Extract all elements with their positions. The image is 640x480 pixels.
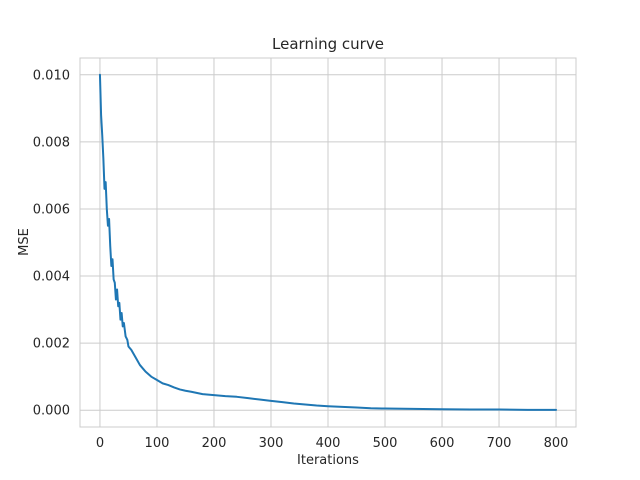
chart-title: Learning curve	[272, 35, 384, 53]
x-tick-label: 600	[430, 436, 455, 451]
x-tick-label: 700	[487, 436, 512, 451]
x-tick-label: 800	[544, 436, 569, 451]
y-tick-label: 0.002	[33, 337, 70, 352]
x-axis-label: Iterations	[297, 453, 359, 468]
x-tick-label: 500	[373, 436, 398, 451]
y-tick-labels: 0.000 0.002 0.004 0.006 0.008 0.010	[33, 68, 70, 418]
x-tick-label: 400	[316, 436, 341, 451]
x-tick-label: 200	[202, 436, 227, 451]
x-tick-label: 300	[259, 436, 284, 451]
series-line-mse	[98, 73, 558, 411]
y-tick-label: 0.004	[33, 270, 70, 285]
y-tick-label: 0.010	[33, 68, 70, 83]
x-tick-label: 100	[145, 436, 170, 451]
y-axis-label: MSE	[17, 228, 32, 256]
grid-lines	[80, 58, 576, 427]
y-tick-label: 0.000	[33, 404, 70, 419]
x-tick-labels: 0 100 200 300 400 500 600 700 800	[96, 436, 569, 451]
series-layer	[98, 73, 558, 411]
y-tick-label: 0.006	[33, 202, 70, 217]
x-tick-label: 0	[96, 436, 104, 451]
y-tick-label: 0.008	[33, 135, 70, 150]
